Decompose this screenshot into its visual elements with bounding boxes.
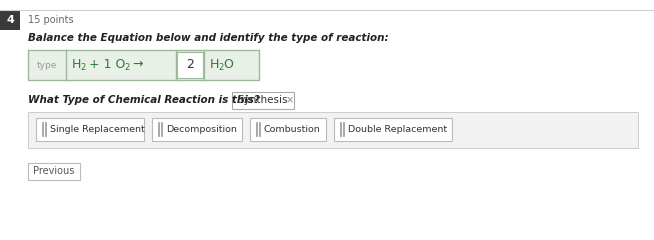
Text: O: O: [223, 59, 233, 72]
Text: H: H: [72, 59, 81, 72]
Text: ×: ×: [286, 95, 294, 105]
FancyBboxPatch shape: [177, 52, 203, 78]
Text: 2: 2: [218, 64, 223, 72]
FancyBboxPatch shape: [0, 10, 20, 30]
Text: →: →: [129, 59, 143, 72]
Text: Double Replacement: Double Replacement: [348, 125, 447, 134]
FancyBboxPatch shape: [250, 118, 326, 141]
Text: What Type of Chemical Reaction is this?: What Type of Chemical Reaction is this?: [28, 95, 260, 105]
Text: Previous: Previous: [33, 167, 75, 176]
Text: Single Replacement: Single Replacement: [50, 125, 145, 134]
Text: type: type: [37, 60, 57, 70]
Text: 4: 4: [6, 15, 14, 25]
Text: 2: 2: [124, 64, 129, 72]
Text: Synthesis: Synthesis: [237, 95, 288, 105]
FancyBboxPatch shape: [28, 163, 80, 180]
Text: Decomposition: Decomposition: [166, 125, 237, 134]
FancyBboxPatch shape: [28, 112, 638, 148]
Text: 2: 2: [186, 59, 194, 72]
FancyBboxPatch shape: [334, 118, 452, 141]
Text: H: H: [210, 59, 219, 72]
Text: + 1 O: + 1 O: [85, 59, 126, 72]
FancyBboxPatch shape: [152, 118, 242, 141]
Text: 2: 2: [80, 64, 85, 72]
FancyBboxPatch shape: [28, 50, 259, 80]
Text: 15 points: 15 points: [28, 15, 74, 25]
FancyBboxPatch shape: [232, 91, 294, 108]
Text: Balance the Equation below and identify the type of reaction:: Balance the Equation below and identify …: [28, 33, 388, 43]
FancyBboxPatch shape: [36, 118, 144, 141]
Text: Combustion: Combustion: [264, 125, 320, 134]
